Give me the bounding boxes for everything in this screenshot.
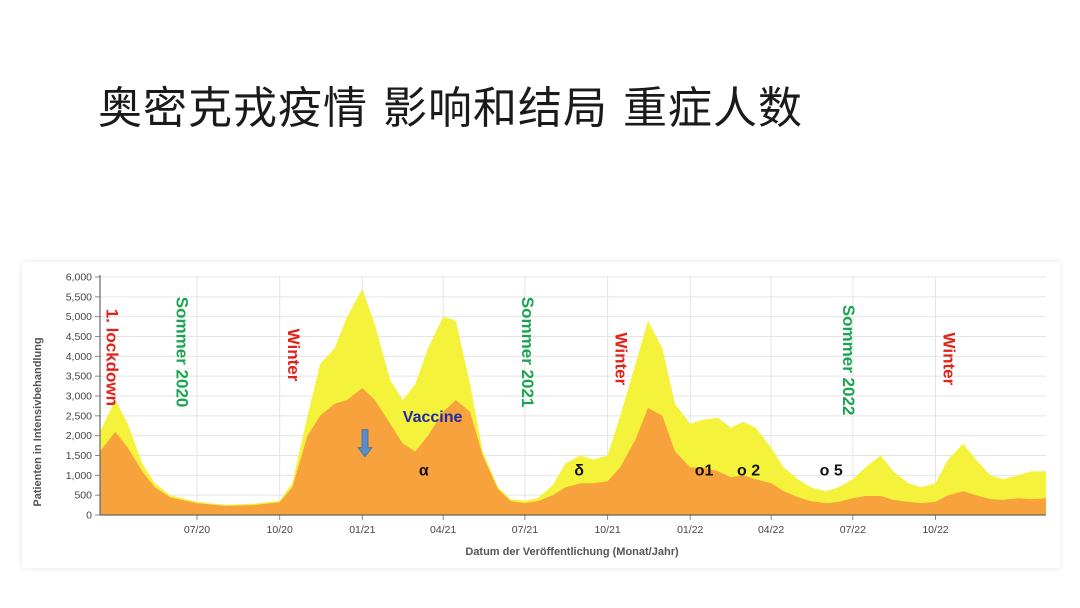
y-tick-label: 3,500	[66, 371, 92, 383]
y-tick-label: 2,000	[66, 430, 92, 442]
y-axis-title: Patienten in Intensivbehandlung	[32, 337, 44, 506]
chart-panel: 0 500 1,000 1,500 2,000 2,500 3,000 3,500 4,000 4…	[22, 262, 1060, 568]
annotation-label: 1. lockdown	[102, 309, 121, 406]
outer-series-area	[100, 288, 1046, 515]
annotation-label: Vaccine	[403, 409, 463, 426]
inner-series-area	[100, 388, 1046, 515]
down-arrow-icon	[357, 429, 373, 458]
x-tick-label: 04/21	[430, 524, 456, 536]
y-tick-label: 6,000	[66, 272, 92, 284]
area-layer	[100, 288, 1046, 515]
x-tick-label: 01/22	[677, 524, 703, 536]
annotation-label: Sommer 2021	[518, 297, 537, 408]
y-tick-label: 4,500	[66, 331, 92, 343]
y-tick-label: 0	[86, 510, 92, 522]
annotation-label: o 2	[737, 462, 760, 479]
annotation-label: o1	[695, 462, 714, 479]
y-tick-label: 5,500	[66, 291, 92, 303]
annotation-label: o 5	[820, 462, 843, 479]
x-tick-label: 04/22	[758, 524, 784, 536]
y-tick-label: 5,000	[66, 311, 92, 323]
annotation-label: α	[419, 462, 429, 479]
axis-layer: 0 500 1,000 1,500 2,000 2,500 3,000 3,500 4,000 4…	[66, 272, 1046, 536]
slide-title: 奥密克戎疫情 影响和结局 重症人数	[98, 83, 803, 134]
vaccine-arrow	[357, 429, 373, 458]
x-tick-label: 10/22	[922, 524, 948, 536]
annotation-label: Winter	[612, 333, 631, 386]
x-tick-label: 07/21	[512, 524, 538, 536]
y-tick-label: 1,000	[66, 470, 92, 482]
intensive-care-chart: 0 500 1,000 1,500 2,000 2,500 3,000 3,500 4,000 4…	[32, 272, 1046, 558]
x-axis-title: Datum der Veröffentlichung (Monat/Jahr)	[465, 546, 679, 558]
y-tick-label: 3,000	[66, 391, 92, 403]
y-tick-label: 500	[74, 490, 92, 502]
annotation-label: Sommer 2022	[839, 305, 858, 416]
annotation-label: Winter	[940, 333, 959, 386]
grid-layer	[100, 276, 1046, 516]
x-tick-label: 01/21	[349, 524, 375, 536]
annotation-label: Winter	[284, 329, 303, 382]
x-tick-label: 07/22	[840, 524, 866, 536]
x-tick-label: 10/20	[267, 524, 293, 536]
x-tick-label: 07/20	[184, 524, 210, 536]
x-tick-label: 10/21	[594, 524, 620, 536]
y-tick-label: 4,000	[66, 351, 92, 363]
annotation-layer: 1. lockdown Sommer 2020 Winter Sommer 2021 W…	[102, 297, 958, 480]
y-tick-label: 2,500	[66, 410, 92, 422]
annotation-label: δ	[574, 462, 584, 479]
y-tick-label: 1,500	[66, 450, 92, 462]
annotation-label: Sommer 2020	[172, 297, 191, 408]
